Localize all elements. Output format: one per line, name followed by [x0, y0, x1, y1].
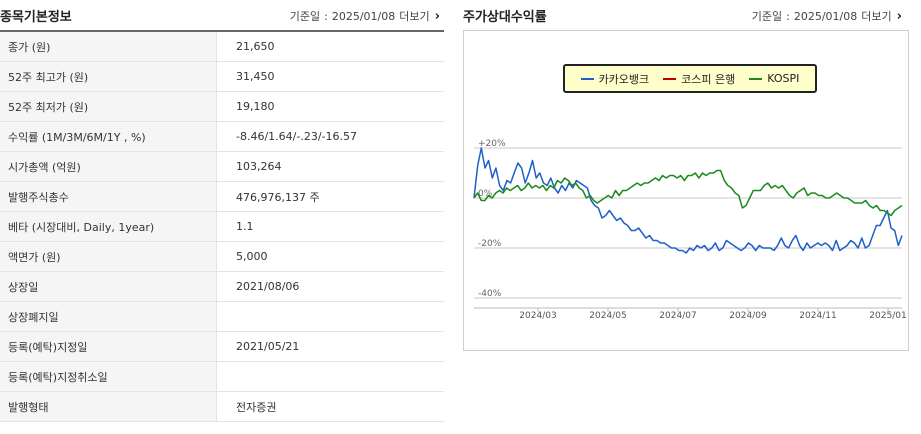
row-label: 베타 (시장대비, Daily, 1year) — [0, 212, 217, 241]
row-label: 등록(예탁)지정취소일 — [0, 362, 217, 391]
row-value: 31,450 — [236, 70, 275, 83]
table-row: 발행형태 전자증권 — [0, 392, 444, 422]
table-row: 액면가 (원) 5,000 — [0, 242, 444, 272]
row-value: 476,976,137 주 — [236, 190, 320, 204]
row-label: 액면가 (원) — [0, 242, 217, 271]
table-row: 시가총액 (억원) 103,264 — [0, 152, 444, 182]
row-value: -8.46/1.64/-.23/-16.57 — [236, 130, 357, 143]
legend-label-kakaobank: 카카오뱅크 — [598, 72, 650, 86]
table-row: 베타 (시장대비, Daily, 1year) 1.1 — [0, 212, 444, 242]
row-label: 상장폐지일 — [0, 302, 217, 331]
chart-plot: +20% 0% -20% -40% 2024/03 2024/05 2024/07 2024/… — [473, 139, 907, 321]
y-tick-label: -40% — [478, 289, 502, 299]
row-label: 52주 최고가 (원) — [0, 62, 217, 91]
x-tick-label: 2025/01 — [869, 311, 906, 321]
legend-swatch-kospi — [749, 77, 763, 80]
x-tick-label: 2024/09 — [729, 311, 767, 321]
row-label: 시가총액 (억원) — [0, 152, 217, 181]
table-row: 발행주식총수 476,976,137 주 — [0, 182, 444, 212]
row-value: 1.1 — [236, 220, 254, 233]
row-value: 103,264 — [236, 160, 282, 173]
series-line-kospi — [473, 169, 903, 217]
row-label: 발행주식총수 — [0, 182, 217, 211]
right-more-link[interactable]: 더보기 — [861, 10, 892, 23]
right-panel-meta: 기준일 : 2025/01/08 더보기 › — [752, 8, 902, 24]
row-value — [217, 302, 444, 331]
legend-label-kospi-bank: 코스피 은행 — [681, 72, 736, 86]
legend-swatch-kospi-bank — [663, 77, 677, 80]
row-label: 52주 최저가 (원) — [0, 92, 217, 121]
row-value — [217, 362, 444, 391]
legend-label-kospi: KOSPI — [767, 72, 800, 85]
legend-swatch-kakaobank — [580, 77, 594, 80]
left-more-link[interactable]: 더보기 — [399, 10, 430, 23]
table-row: 52주 최저가 (원) 19,180 — [0, 92, 444, 122]
table-row: 52주 최고가 (원) 31,450 — [0, 62, 444, 92]
right-base-date-colon: : — [786, 9, 790, 23]
chart-legend: 카카오뱅크 코스피 은행 KOSPI — [563, 64, 817, 93]
row-label: 종가 (원) — [0, 32, 217, 61]
series-line-kakaobank — [473, 147, 903, 254]
relative-return-chart: 카카오뱅크 코스피 은행 KOSPI +20% 0% -20% -40% 2024/03… — [463, 30, 909, 351]
x-tick-label: 2024/07 — [659, 311, 696, 321]
table-row: 등록(예탁)지정일 2021/05/21 — [0, 332, 444, 362]
row-value: 2021/08/06 — [236, 280, 300, 293]
table-row: 수익률 (1M/3M/6M/1Y , %) -8.46/1.64/-.23/-16… — [0, 122, 444, 152]
row-value: 전자증권 — [236, 400, 277, 414]
row-value: 19,180 — [236, 100, 275, 113]
left-base-date-colon: : — [324, 9, 328, 23]
y-tick-label: 0% — [478, 189, 493, 199]
right-panel-title: 주가상대수익률 — [463, 10, 547, 25]
x-tick-label: 2024/05 — [589, 311, 626, 321]
y-tick-label: -20% — [478, 239, 502, 249]
legend-item-kospi-bank: 코스피 은행 — [663, 71, 735, 87]
table-row: 상장일 2021/08/06 — [0, 272, 444, 302]
legend-item-kospi: KOSPI — [749, 72, 799, 85]
row-label: 발행형태 — [0, 392, 217, 421]
stock-info-table: 종가 (원) 21,650 52주 최고가 (원) 31,450 52주 최저가 (원)… — [0, 30, 444, 422]
table-row: 등록(예탁)지정취소일 — [0, 362, 444, 392]
left-base-date-label: 기준일 — [289, 10, 321, 23]
left-more-chevron-icon[interactable]: › — [434, 8, 440, 24]
right-base-date-label: 기준일 — [751, 10, 783, 23]
left-panel-meta: 기준일 : 2025/01/08 더보기 › — [290, 8, 440, 24]
right-base-date: 2025/01/08 — [793, 9, 858, 23]
row-label: 등록(예탁)지정일 — [0, 332, 217, 361]
row-label: 수익률 (1M/3M/6M/1Y , %) — [0, 122, 217, 151]
row-value: 2021/05/21 — [236, 340, 300, 353]
table-row: 종가 (원) 21,650 — [0, 32, 444, 62]
right-more-chevron-icon[interactable]: › — [896, 8, 902, 24]
y-tick-label: +20% — [478, 139, 506, 149]
left-base-date: 2025/01/08 — [331, 9, 396, 23]
x-tick-label: 2024/11 — [799, 311, 836, 321]
table-row: 상장폐지일 — [0, 302, 444, 332]
legend-item-kakaobank: 카카오뱅크 — [580, 71, 650, 87]
row-value: 21,650 — [236, 40, 275, 53]
row-label: 상장일 — [0, 272, 217, 301]
x-tick-label: 2024/03 — [519, 311, 556, 321]
row-value: 5,000 — [236, 250, 268, 263]
left-panel-title: 종목기본정보 — [0, 10, 72, 25]
